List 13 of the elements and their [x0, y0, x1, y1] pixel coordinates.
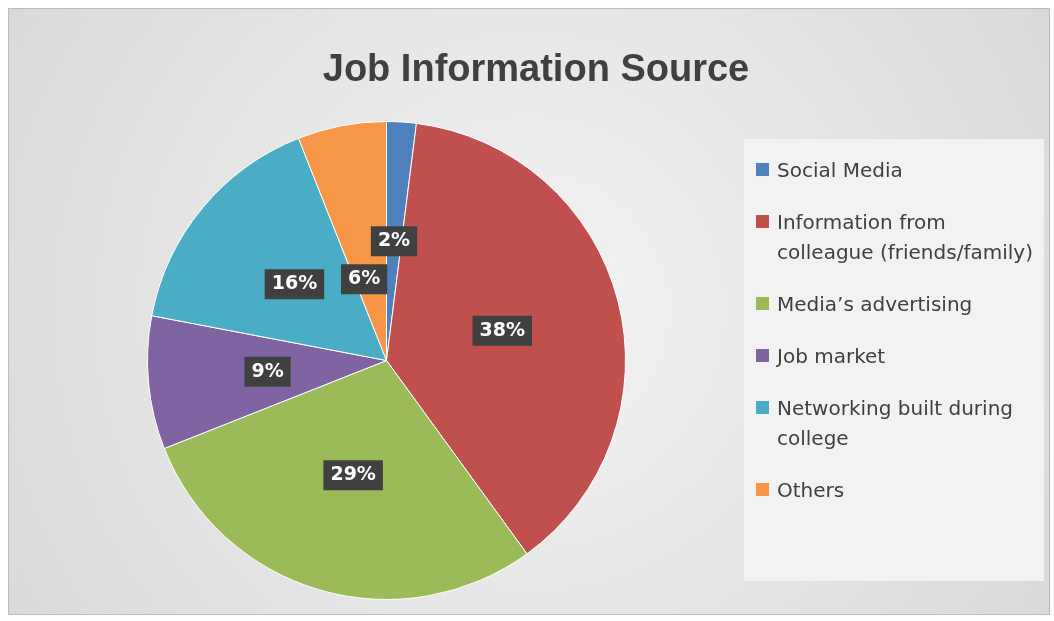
data-label: 9% — [251, 358, 284, 381]
chart-title: Job Information Source — [321, 47, 751, 90]
legend-label: Information from colleague (friends/family) — [777, 209, 1034, 266]
data-label: 29% — [330, 462, 376, 485]
legend-label: Media’s advertising — [777, 291, 973, 318]
legend-label: Others — [777, 477, 845, 504]
legend-label: Networking built during college — [777, 395, 1014, 452]
data-label: 2% — [377, 228, 411, 251]
data-label: 16% — [271, 271, 318, 294]
data-label: 38% — [479, 317, 525, 340]
legend-label: Job market — [777, 343, 886, 370]
data-label: 6% — [347, 266, 381, 289]
legend-label: Social Media — [777, 157, 903, 184]
